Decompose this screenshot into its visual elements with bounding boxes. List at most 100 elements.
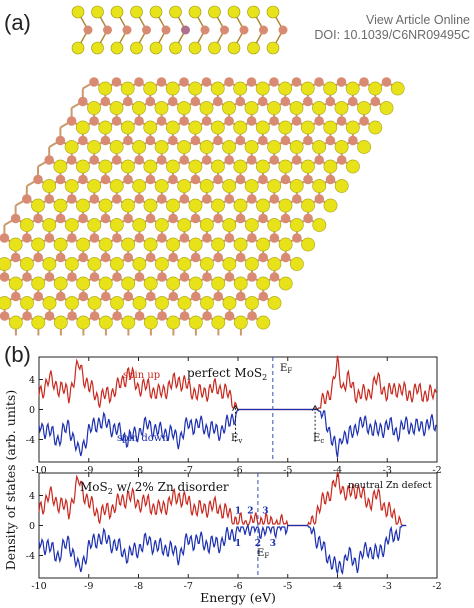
s-atom bbox=[121, 198, 135, 213]
mo-atom bbox=[224, 155, 234, 165]
mo-atom bbox=[201, 77, 212, 87]
mo-atom bbox=[269, 155, 280, 165]
s-atom bbox=[42, 179, 57, 193]
s-atom bbox=[130, 41, 143, 55]
mo-atom bbox=[78, 291, 89, 302]
s-atom bbox=[266, 5, 280, 19]
s-atom bbox=[87, 179, 102, 193]
s-atom bbox=[42, 296, 57, 310]
mo-atom bbox=[156, 116, 167, 126]
mo-atom bbox=[348, 96, 358, 107]
x-tick-label: -9 bbox=[84, 465, 93, 476]
s-atom bbox=[278, 237, 293, 252]
mo-atom bbox=[89, 77, 99, 87]
x-tick-label: -9 bbox=[84, 581, 93, 592]
s-atom bbox=[227, 5, 241, 19]
s-atom bbox=[200, 296, 214, 310]
x-tick-label: -2 bbox=[432, 581, 441, 592]
s-atom bbox=[312, 179, 327, 193]
mo-atom bbox=[258, 135, 268, 146]
mo-atom bbox=[336, 116, 347, 126]
mo-atom bbox=[269, 194, 280, 204]
mo-atom bbox=[78, 174, 88, 185]
s-atom bbox=[177, 218, 192, 232]
mo-atom bbox=[66, 116, 77, 126]
mo-atom bbox=[112, 272, 122, 282]
mo-atom bbox=[44, 194, 55, 204]
s-atom bbox=[98, 120, 113, 135]
s-atom bbox=[289, 101, 304, 115]
mo-atom bbox=[123, 213, 133, 224]
s-atom bbox=[98, 276, 113, 291]
y-tick-label: 0 bbox=[29, 521, 35, 532]
mo-atom bbox=[303, 174, 313, 185]
x-tick-label: -8 bbox=[134, 465, 143, 476]
mo-atom bbox=[224, 116, 234, 126]
mo-atom bbox=[179, 116, 189, 126]
s-atom bbox=[289, 218, 304, 232]
s-atom bbox=[42, 218, 57, 232]
s-atom bbox=[312, 218, 327, 232]
spin-down-series bbox=[38, 523, 407, 575]
mo-atom bbox=[359, 116, 369, 126]
s-atom bbox=[165, 159, 180, 174]
s-atom bbox=[177, 257, 192, 271]
mo-atom bbox=[280, 174, 291, 185]
x-tick-label: -8 bbox=[134, 581, 143, 592]
s-atom bbox=[166, 276, 181, 291]
ef-label-bottom: EF bbox=[257, 548, 269, 560]
s-atom bbox=[110, 5, 124, 19]
s-atom bbox=[169, 41, 182, 55]
ec-label: Ec bbox=[313, 433, 324, 445]
s-atom bbox=[233, 120, 248, 135]
s-atom bbox=[76, 159, 90, 174]
mo-atom bbox=[55, 252, 66, 263]
mo-atom bbox=[259, 25, 268, 35]
x-tick-label: -7 bbox=[184, 581, 193, 592]
s-atom bbox=[256, 237, 270, 252]
mo-atom bbox=[325, 96, 336, 107]
s-atom bbox=[177, 101, 191, 115]
x-tick-label: -3 bbox=[383, 581, 392, 592]
s-atom bbox=[154, 179, 169, 193]
mo-atom bbox=[44, 272, 55, 282]
mo-atom bbox=[78, 213, 88, 224]
s-atom bbox=[208, 5, 221, 19]
s-atom bbox=[76, 276, 91, 291]
s-atom bbox=[345, 81, 360, 96]
s-atom bbox=[300, 120, 315, 135]
mo-atom bbox=[168, 291, 179, 302]
s-atom bbox=[267, 179, 282, 193]
mo-atom bbox=[247, 272, 257, 282]
x-tick-label: -5 bbox=[283, 465, 292, 476]
perfect-mos2-label: perfect MoS2 bbox=[187, 366, 267, 382]
s-atom bbox=[222, 140, 236, 154]
mo-atom bbox=[103, 25, 112, 35]
s-atom bbox=[233, 198, 248, 213]
mo-atom bbox=[190, 135, 201, 146]
mo-atom bbox=[156, 155, 167, 165]
mo-atom bbox=[0, 272, 10, 282]
s-atom bbox=[53, 159, 68, 174]
mo-atom bbox=[235, 174, 246, 185]
mo-atom bbox=[292, 194, 302, 204]
mo-atom bbox=[359, 77, 369, 87]
s-atom bbox=[188, 237, 203, 252]
s-atom bbox=[130, 5, 143, 19]
spin-up-label: spin up bbox=[123, 370, 160, 381]
x-tick-label: -4 bbox=[333, 465, 342, 476]
s-atom bbox=[208, 41, 221, 55]
mo-atom bbox=[246, 116, 257, 126]
s-atom bbox=[267, 140, 281, 154]
s-atom bbox=[278, 120, 293, 135]
s-atom bbox=[278, 81, 293, 96]
s-atom bbox=[323, 81, 338, 96]
s-atom bbox=[132, 257, 147, 271]
mo-atom bbox=[246, 77, 257, 87]
mo-atom bbox=[235, 135, 246, 146]
mo-atom bbox=[291, 77, 302, 87]
dos-figure: Density of states (arb. units) Energy (e… bbox=[3, 355, 442, 605]
s-atom bbox=[188, 198, 203, 213]
s-atom bbox=[65, 257, 79, 271]
mo-atom bbox=[190, 174, 201, 185]
